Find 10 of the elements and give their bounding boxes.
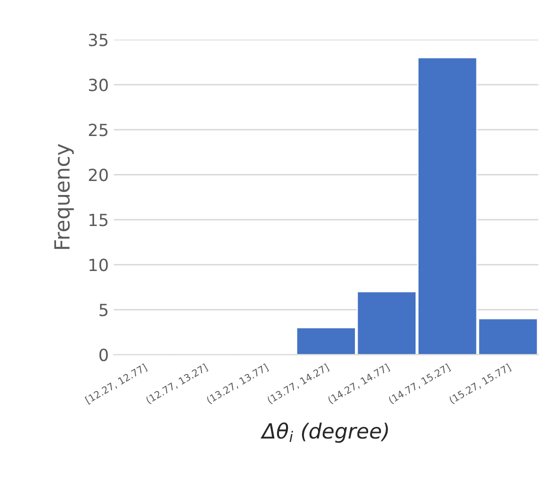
y-tick-label: 20	[88, 168, 108, 182]
y-tick-label: 25	[88, 124, 108, 136]
y-tick-label: 10	[90, 258, 108, 272]
y-tick-label: 30	[88, 78, 108, 92]
y-tick-label: 5	[100, 304, 108, 316]
y-axis-title: Frequency	[54, 144, 74, 249]
y-tick-label: 0	[99, 348, 108, 362]
y-tick-label: 15	[90, 214, 108, 226]
y-tick-label: 35	[88, 34, 108, 46]
x-axis-title: Δθ$_{i}$ (degree)	[260, 422, 388, 443]
